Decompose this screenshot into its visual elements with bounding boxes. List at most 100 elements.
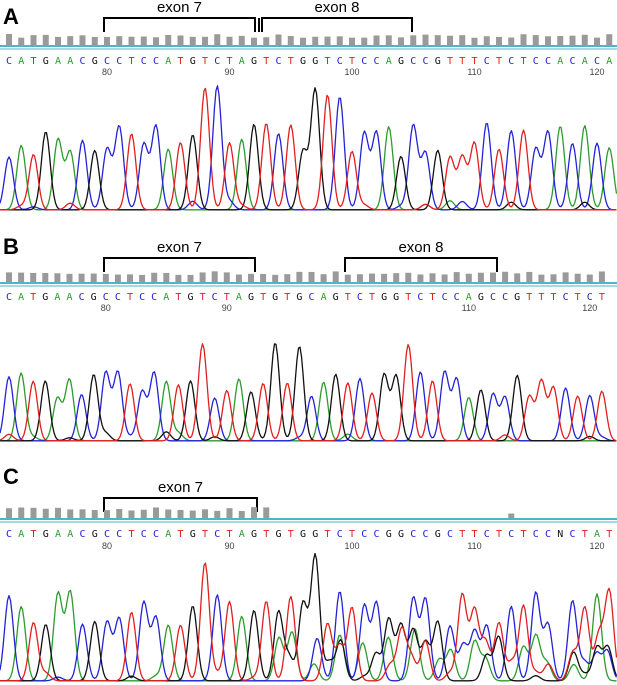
base-call: G bbox=[333, 292, 339, 303]
quality-bar bbox=[214, 34, 221, 46]
quality-bar bbox=[312, 36, 319, 46]
quality-bar bbox=[153, 37, 159, 46]
base-call: T bbox=[284, 292, 290, 303]
quality-bar bbox=[260, 273, 267, 283]
quality-bar bbox=[42, 508, 49, 519]
position-tick-label: 100 bbox=[344, 67, 359, 77]
base-call: T bbox=[128, 56, 134, 67]
quality-bar bbox=[226, 508, 233, 519]
base-call: C bbox=[361, 529, 367, 540]
base-call: C bbox=[422, 529, 428, 540]
quality-bar bbox=[606, 34, 613, 46]
quality-bar bbox=[235, 274, 242, 283]
quality-bar bbox=[177, 509, 184, 519]
base-call: T bbox=[582, 529, 588, 540]
base-call: T bbox=[599, 292, 605, 303]
base-call: T bbox=[324, 529, 330, 540]
position-tick-label: 90 bbox=[222, 303, 232, 313]
quality-bar bbox=[90, 273, 97, 283]
base-call: C bbox=[484, 529, 490, 540]
chromatogram-traces bbox=[0, 552, 617, 682]
base-call: A bbox=[321, 292, 327, 303]
base-call: C bbox=[214, 529, 220, 540]
position-tick-label: 90 bbox=[224, 541, 234, 551]
base-call: A bbox=[165, 529, 171, 540]
quality-bar bbox=[211, 271, 218, 283]
base-call: G bbox=[43, 56, 49, 67]
base-call: C bbox=[545, 529, 551, 540]
quality-bar bbox=[30, 35, 37, 46]
base-call: C bbox=[6, 56, 12, 67]
quality-bar bbox=[514, 273, 521, 283]
quality-bar bbox=[226, 36, 233, 46]
base-call: C bbox=[104, 56, 110, 67]
quality-bar bbox=[356, 274, 363, 283]
base-call: G bbox=[386, 529, 392, 540]
quality-bar bbox=[6, 272, 12, 283]
base-call: T bbox=[349, 529, 355, 540]
quality-bar bbox=[202, 509, 208, 519]
quality-bar bbox=[140, 509, 147, 519]
quality-bar bbox=[459, 35, 466, 46]
base-call: T bbox=[260, 292, 266, 303]
trace-A bbox=[0, 125, 617, 211]
base-call: G bbox=[435, 529, 441, 540]
base-call: T bbox=[405, 292, 411, 303]
base-call: T bbox=[447, 56, 453, 67]
base-call: T bbox=[496, 56, 502, 67]
base-call: C bbox=[502, 292, 508, 303]
base-call: C bbox=[337, 56, 343, 67]
base-call: T bbox=[369, 292, 375, 303]
quality-bar bbox=[296, 271, 303, 283]
quality-bar bbox=[238, 510, 245, 519]
base-call: C bbox=[103, 292, 109, 303]
quality-bar bbox=[42, 34, 49, 46]
base-call: T bbox=[520, 56, 526, 67]
quality-bar bbox=[562, 272, 569, 283]
quality-bar bbox=[140, 36, 147, 46]
quality-bar bbox=[532, 35, 539, 46]
base-call: G bbox=[248, 292, 254, 303]
quality-bar bbox=[272, 274, 279, 283]
quality-bar bbox=[332, 271, 339, 283]
base-call: T bbox=[128, 529, 134, 540]
quality-bar bbox=[175, 274, 182, 283]
base-call: C bbox=[422, 56, 428, 67]
panel-letter: C bbox=[3, 464, 19, 489]
base-call: C bbox=[115, 292, 121, 303]
base-call: C bbox=[533, 529, 539, 540]
quality-bar bbox=[586, 274, 593, 283]
quality-bar bbox=[477, 272, 484, 283]
quality-bar bbox=[116, 36, 123, 46]
trace-C bbox=[0, 591, 617, 682]
base-call: C bbox=[587, 292, 593, 303]
base-call: A bbox=[594, 529, 600, 540]
base-call: A bbox=[18, 292, 24, 303]
quality-bar bbox=[320, 274, 327, 283]
exon-label: exon 8 bbox=[314, 0, 359, 16]
quality-bar bbox=[574, 273, 581, 283]
base-call: G bbox=[190, 56, 196, 67]
base-call: T bbox=[200, 292, 206, 303]
base-call: T bbox=[538, 292, 544, 303]
quality-bar bbox=[538, 274, 545, 283]
base-call: C bbox=[79, 292, 85, 303]
base-call: C bbox=[508, 56, 514, 67]
base-call: G bbox=[43, 529, 49, 540]
base-call: T bbox=[606, 529, 612, 540]
quality-bar bbox=[344, 274, 351, 283]
quality-bar bbox=[490, 272, 496, 283]
position-tick-label: 100 bbox=[344, 541, 359, 551]
trace-G bbox=[0, 343, 617, 442]
base-call: G bbox=[92, 529, 98, 540]
quality-bar bbox=[18, 272, 25, 283]
panel-letter: B bbox=[3, 234, 19, 259]
base-call: C bbox=[533, 56, 539, 67]
base-call: C bbox=[454, 292, 460, 303]
base-call: C bbox=[442, 292, 448, 303]
base-call: T bbox=[177, 529, 183, 540]
